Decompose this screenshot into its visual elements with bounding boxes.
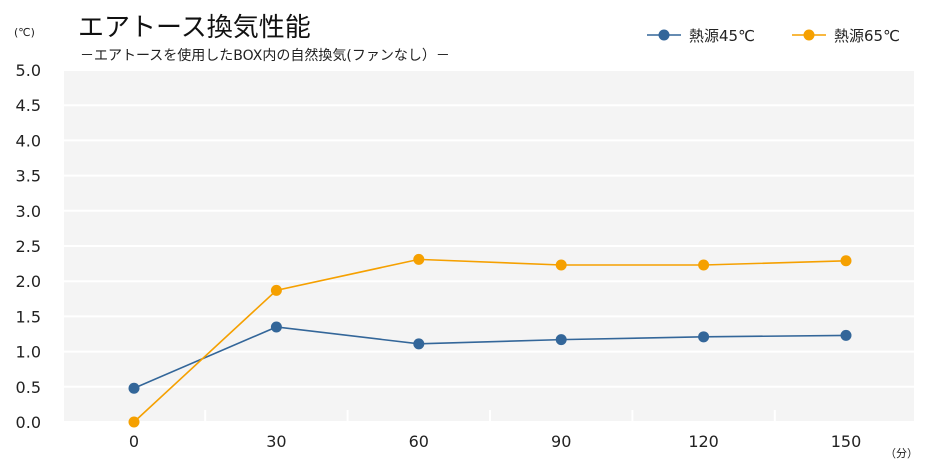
data-point-series-1 [555,334,567,346]
y-tick-label: 1.5 [16,307,41,326]
x-tick-labels: 0 30 60 90 120 150 [129,432,861,451]
data-point-series-1 [270,321,282,333]
data-point-series-1 [698,331,710,343]
legend: 熱源45℃ 熱源65℃ [647,27,900,45]
data-point-series-1 [128,382,140,394]
y-tick-labels: 0.0 0.5 1.0 1.5 2.0 2.5 3.0 3.5 4.0 4.5 5.0 [16,61,41,432]
series-layer [128,253,852,428]
data-point-series-2 [840,255,852,267]
x-tick-label: 0 [129,432,139,451]
y-tick-label: 2.5 [16,237,41,256]
data-point-series-2 [555,259,567,271]
x-tick-label: 30 [266,432,286,451]
y-tick-label: 0.0 [16,413,41,432]
data-point-series-2 [698,259,710,271]
series-line-1 [133,326,847,389]
y-axis-unit: (℃) [14,26,35,39]
x-minor-ticks [204,410,776,422]
y-tick-label: 1.0 [16,343,41,362]
y-tick-label: 4.0 [16,131,41,150]
chart-title: エアトース換気性能 [78,13,311,43]
grid-lines [64,69,914,423]
legend-item-series-2: 熱源65℃ [792,27,900,45]
x-tick-label: 90 [551,432,571,451]
data-point-series-2 [128,416,140,428]
chart-subtitle: －エアトースを使用したBOX内の自然換気(ファンなし）－ [80,47,450,64]
legend-marker-series-2 [803,29,815,41]
legend-label-series-1: 熱源45℃ [689,27,755,45]
legend-label-series-2: 熱源65℃ [834,27,900,45]
y-tick-label: 3.5 [16,167,41,186]
y-tick-label: 5.0 [16,61,41,80]
x-tick-label: 150 [831,432,862,451]
series-line-2 [133,258,847,423]
x-tick-label: 60 [409,432,429,451]
data-point-series-2 [270,284,282,296]
x-axis-unit: （分） [885,447,918,460]
x-tick-label: 120 [688,432,719,451]
legend-item-series-1: 熱源45℃ [647,27,755,45]
data-point-series-1 [413,338,425,350]
y-tick-label: 4.5 [16,96,41,115]
data-point-series-1 [840,329,852,341]
y-tick-label: 3.0 [16,202,41,221]
legend-marker-series-1 [658,29,670,41]
y-tick-label: 2.0 [16,272,41,291]
data-point-series-2 [413,253,425,265]
y-tick-label: 0.5 [16,378,41,397]
